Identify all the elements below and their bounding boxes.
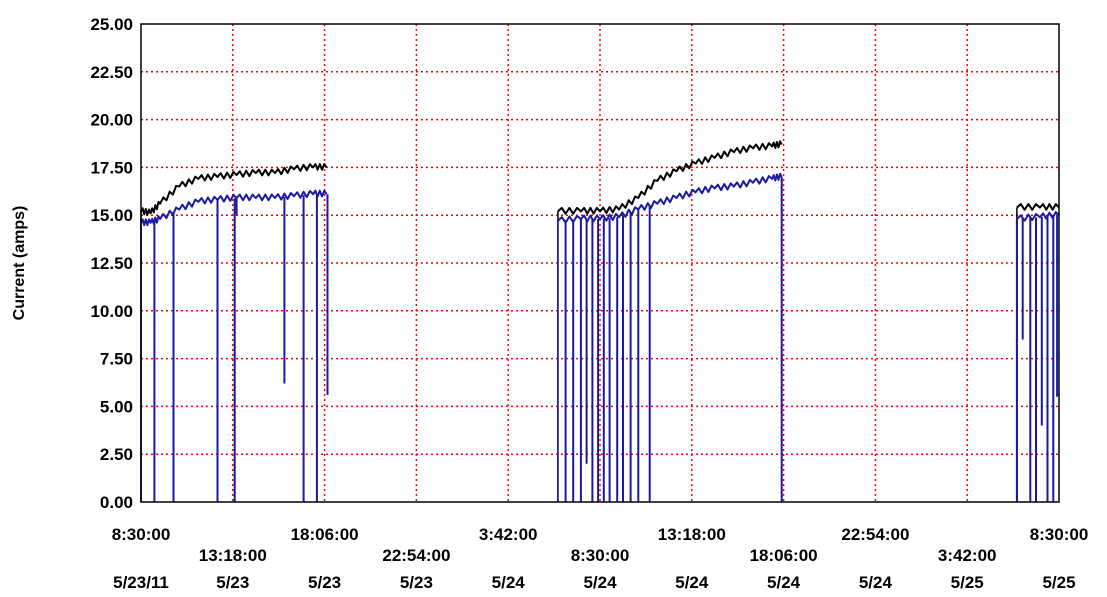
- x-tick-date-3: 5/23: [400, 573, 433, 592]
- x-tick-date-7: 5/24: [767, 573, 801, 592]
- x-tick-date-6: 5/24: [675, 573, 709, 592]
- y-tick-label-2: 5.00: [100, 397, 133, 416]
- x-tick-time-5: 8:30:00: [571, 546, 630, 565]
- x-tick-time-8: 22:54:00: [841, 525, 909, 544]
- y-tick-labels: 0.00 2.50 5.00 7.50 10.00 12.50 15.00 17.50 20.0…: [90, 15, 133, 512]
- x-tick-labels: 8:30:00 5/23/11 13:18:00 5/23 18:06:00 5/23 22…: [112, 525, 1089, 592]
- x-tick-date-8: 5/24: [859, 573, 893, 592]
- x-tick-time-2: 18:06:00: [291, 525, 359, 544]
- y-tick-label-8: 20.00: [90, 111, 133, 130]
- series-0-line-0: [140, 163, 328, 216]
- y-tick-label-7: 17.50: [90, 158, 133, 177]
- y-tick-label-3: 7.50: [100, 350, 133, 369]
- x-tick-time-6: 13:18:00: [658, 525, 726, 544]
- x-tick-date-1: 5/23: [216, 573, 249, 592]
- series-0-line-2: [1016, 203, 1060, 211]
- x-tick-date-10: 5/25: [1042, 573, 1075, 592]
- x-tick-time-4: 3:42:00: [479, 525, 538, 544]
- series-0-line-1: [557, 140, 783, 215]
- x-tick-date-2: 5/23: [308, 573, 341, 592]
- y-tick-label-6: 15.00: [90, 206, 133, 225]
- x-tick-time-9: 3:42:00: [938, 546, 997, 565]
- y-tick-label-10: 25.00: [90, 15, 133, 34]
- grid-lines: [141, 24, 1059, 502]
- x-tick-time-3: 22:54:00: [382, 546, 450, 565]
- series-1-line-0: [140, 189, 328, 227]
- x-tick-date-4: 5/24: [492, 573, 526, 592]
- x-tick-date-9: 5/25: [951, 573, 984, 592]
- x-tick-date-5: 5/24: [583, 573, 617, 592]
- x-tick-time-10: 8:30:00: [1030, 525, 1089, 544]
- series-1-line-1: [557, 172, 783, 224]
- y-tick-label-0: 0.00: [100, 493, 133, 512]
- y-axis-label: Current (amps): [11, 206, 28, 321]
- x-tick-time-7: 18:06:00: [750, 546, 818, 565]
- plot-border: [140, 23, 1060, 503]
- x-tick-time-0: 8:30:00: [112, 525, 171, 544]
- y-tick-label-9: 22.50: [90, 63, 133, 82]
- x-tick-date-0: 5/23/11: [113, 573, 169, 592]
- x-tick-time-1: 13:18:00: [199, 546, 267, 565]
- y-tick-label-4: 10.00: [90, 302, 133, 321]
- y-tick-label-5: 12.50: [90, 254, 133, 273]
- y-tick-label-1: 2.50: [100, 445, 133, 464]
